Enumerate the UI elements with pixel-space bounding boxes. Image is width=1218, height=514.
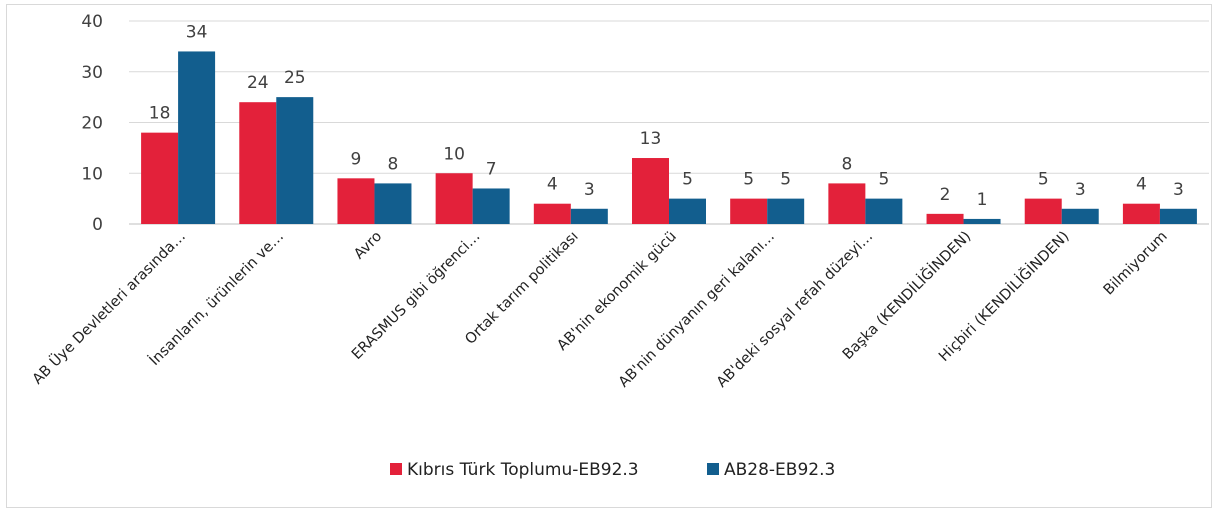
bar-cyprus [1122, 203, 1160, 224]
category-label: AB'nin dünyanın geri kalanı… [616, 229, 778, 391]
bar-cyprus [632, 158, 669, 224]
bar-ab28 [1159, 208, 1197, 224]
legend-swatch [390, 463, 402, 475]
bar-ab28 [178, 51, 216, 225]
data-label: 3 [1075, 180, 1086, 200]
data-label: 4 [1136, 175, 1147, 195]
data-label: 34 [186, 22, 208, 42]
bars [141, 51, 1197, 225]
y-tick-label: 30 [81, 63, 103, 83]
data-label: 18 [149, 104, 171, 124]
data-label: 8 [841, 154, 852, 174]
y-axis-ticks: 0 10 20 30 40 [81, 12, 103, 235]
bar-ab28 [865, 198, 903, 224]
bar-ab28 [472, 188, 510, 224]
y-tick-label: 40 [81, 12, 103, 32]
category-label: Ortak tarım politikası [462, 229, 581, 348]
bar-ab28 [963, 218, 1001, 224]
y-tick-label: 10 [81, 164, 103, 184]
data-label: 5 [780, 170, 791, 190]
data-label: 1 [977, 190, 988, 210]
bar-cyprus [926, 213, 964, 224]
data-label: 3 [584, 180, 595, 200]
bar-ab28 [1061, 208, 1099, 224]
bar-cyprus [141, 132, 179, 224]
legend-swatch [707, 463, 719, 475]
category-label: Avro [351, 228, 385, 262]
legend-label: Kıbrıs Türk Toplumu-EB92.3 [407, 460, 639, 480]
data-label: 10 [443, 144, 465, 164]
bar-ab28 [374, 183, 412, 224]
data-label: 13 [640, 129, 662, 149]
x-axis-categories: AB Üye Devletleri arasında…İnsanların, ü… [28, 227, 1170, 391]
category-label: AB Üye Devletleri arasında… [28, 227, 189, 388]
data-label: 5 [682, 170, 693, 190]
bar-ab28 [276, 97, 314, 224]
bar-cyprus [533, 203, 571, 224]
chart-frame: 0 10 20 30 40 18 34 24 25 9 8 10 7 4 3 13 5 5 5 8 5 2 1 5 3 4 3 A… [6, 4, 1212, 508]
bar-cyprus [730, 198, 768, 224]
bar-ab28 [570, 208, 608, 224]
data-label: 7 [486, 159, 497, 179]
bar-cyprus [1024, 198, 1062, 224]
legend-label: AB28-EB92.3 [724, 460, 835, 480]
data-label: 5 [1038, 170, 1049, 190]
legend: Kıbrıs Türk Toplumu-EB92.3 AB28-EB92.3 [390, 460, 835, 480]
data-label: 25 [284, 68, 306, 88]
data-label: 8 [388, 154, 399, 174]
bar-cyprus [239, 102, 277, 224]
data-label: 4 [547, 175, 558, 195]
data-label: 9 [351, 149, 362, 169]
data-label: 3 [1173, 180, 1184, 200]
data-label: 2 [940, 185, 951, 205]
bar-cyprus [828, 183, 866, 224]
category-label: AB'deki sosyal refah düzeyi… [714, 229, 876, 391]
y-tick-label: 20 [81, 114, 103, 134]
bar-cyprus [435, 173, 473, 224]
data-label: 5 [878, 170, 889, 190]
bar-ab28 [669, 198, 706, 224]
data-label: 24 [247, 73, 269, 93]
bar-cyprus [337, 178, 375, 224]
y-tick-label: 0 [92, 215, 103, 235]
bar-ab28 [767, 198, 805, 224]
category-label: Bilmiyorum [1101, 229, 1171, 299]
data-label: 5 [743, 170, 754, 190]
